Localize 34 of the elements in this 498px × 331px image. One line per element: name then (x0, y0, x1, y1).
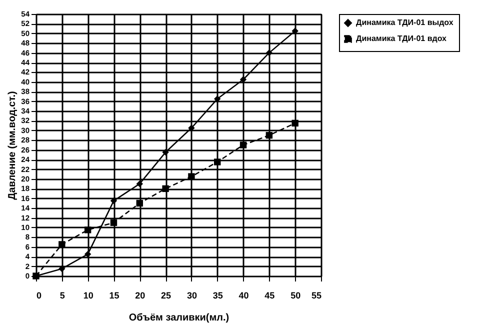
point (266, 132, 273, 139)
point (110, 219, 118, 226)
point (292, 28, 298, 34)
point (84, 226, 92, 234)
point (162, 148, 169, 156)
x-tick-label: 30 (186, 290, 197, 300)
point (266, 49, 273, 56)
x-tick-label: 50 (290, 290, 301, 300)
x-tick-label: 35 (212, 290, 223, 300)
x-tick-label: 40 (238, 290, 249, 300)
y-axis-title: Давление (мм.вод.ст.) (7, 91, 18, 200)
point (240, 76, 247, 83)
x-tick-label: 45 (264, 290, 275, 300)
point (136, 200, 143, 207)
point (84, 250, 92, 258)
point (162, 185, 169, 192)
x-tick-label: 55 (311, 290, 322, 300)
point (214, 158, 221, 166)
point (58, 241, 66, 248)
x-tick-label: 15 (109, 290, 120, 300)
point (188, 173, 195, 180)
point (110, 197, 118, 204)
x-tick-label: 5 (60, 290, 65, 300)
x-tick-label: 20 (135, 290, 146, 300)
legend-label: Динамика ТДИ-01 выдох (356, 18, 454, 27)
x-tick-label: 25 (161, 290, 172, 300)
point (292, 120, 298, 127)
point (240, 142, 247, 148)
point (136, 180, 143, 188)
x-tick-label: 10 (83, 290, 94, 300)
point (58, 265, 66, 272)
legend-label: Динамика ТДИ-01 вдох (356, 34, 448, 43)
x-tick-label: 0 (36, 290, 42, 300)
x-axis-title: Объём заливки(мл.) (128, 312, 230, 324)
